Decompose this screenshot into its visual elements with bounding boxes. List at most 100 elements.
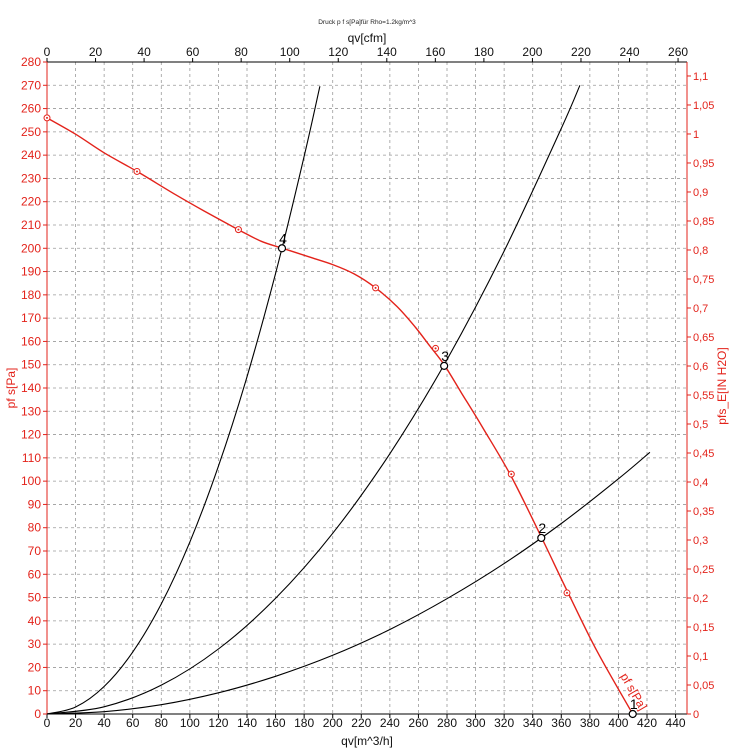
x2-tick-label: 60 bbox=[186, 45, 200, 59]
y-tick-label: 220 bbox=[21, 195, 41, 209]
y-tick-label: 250 bbox=[21, 125, 41, 139]
y-tick-label: 10 bbox=[28, 684, 42, 698]
y-tick-label: 120 bbox=[21, 428, 41, 442]
y-tick-label: 190 bbox=[21, 265, 41, 279]
x2-tick-label: 120 bbox=[328, 45, 348, 59]
y-tick-label: 0 bbox=[34, 707, 41, 721]
operating-point-label: 3 bbox=[441, 348, 449, 364]
operating-point bbox=[440, 361, 449, 370]
x-tick-label: 80 bbox=[155, 716, 169, 730]
x-tick-label: 120 bbox=[208, 716, 228, 730]
x-tick-label: 420 bbox=[637, 716, 657, 730]
left-axis-title: pf s[Pa] bbox=[4, 368, 18, 409]
y-tick-label: 30 bbox=[28, 637, 42, 651]
fan-curve-markers bbox=[43, 114, 571, 597]
system-curve-line bbox=[46, 85, 581, 715]
y2-tick-label: 0 bbox=[693, 709, 699, 721]
y-tick-label: 150 bbox=[21, 358, 41, 372]
x-tick-label: 400 bbox=[608, 716, 628, 730]
y2-tick-label: 0,6 bbox=[693, 361, 708, 373]
y-tick-label: 230 bbox=[21, 171, 41, 185]
x-tick-label: 360 bbox=[551, 716, 571, 730]
y2-tick-label: 0,85 bbox=[693, 216, 714, 228]
operating-points: 1 2 3 4 bbox=[277, 230, 638, 719]
y2-tick-label: 0,5 bbox=[693, 419, 708, 431]
x2-tick-label: 160 bbox=[425, 45, 445, 59]
y-tick-label: 80 bbox=[28, 521, 42, 535]
y-tick-label: 130 bbox=[21, 404, 41, 418]
chart-title: Druck p f s[Pa]für Rho=1.2kg/m^3 bbox=[318, 19, 416, 26]
y-tick-label: 240 bbox=[21, 148, 41, 162]
x-tick-label: 220 bbox=[351, 716, 371, 730]
system-curve-line bbox=[46, 451, 651, 715]
x2-tick-label: 140 bbox=[377, 45, 397, 59]
operating-point-label: 2 bbox=[538, 520, 546, 536]
y2-tick-label: 1 bbox=[693, 129, 699, 141]
y2-tick-label: 0,35 bbox=[693, 506, 714, 518]
x2-tick-label: 20 bbox=[89, 45, 103, 59]
y2-tick-label: 0,2 bbox=[693, 593, 708, 605]
y-tick-label: 170 bbox=[21, 311, 41, 325]
y-tick-label: 100 bbox=[21, 474, 41, 488]
x-tick-label: 160 bbox=[266, 716, 286, 730]
x2-tick-label: 40 bbox=[137, 45, 151, 59]
operating-point-label: 1 bbox=[630, 696, 638, 712]
x-tick-label: 20 bbox=[69, 716, 83, 730]
right-axis-title: pfs_E[IN H2O] bbox=[715, 347, 729, 424]
y-tick-label: 180 bbox=[21, 288, 41, 302]
y-tick-label: 60 bbox=[28, 567, 42, 581]
y2-tick-label: 1,1 bbox=[693, 71, 708, 83]
y-tick-label: 210 bbox=[21, 218, 41, 232]
grid bbox=[47, 62, 687, 714]
y-tick-label: 40 bbox=[28, 614, 42, 628]
x-tick-label: 100 bbox=[180, 716, 200, 730]
x-tick-label: 60 bbox=[126, 716, 140, 730]
system-curve-line bbox=[46, 86, 321, 715]
y-tick-label: 160 bbox=[21, 334, 41, 348]
y-tick-label: 200 bbox=[21, 241, 41, 255]
operating-point bbox=[628, 709, 637, 719]
y-tick-label: 90 bbox=[28, 497, 42, 511]
x-tick-label: 280 bbox=[437, 716, 457, 730]
operating-point bbox=[277, 244, 287, 253]
x-tick-label: 440 bbox=[666, 716, 686, 730]
y2-tick-label: 0,65 bbox=[693, 332, 714, 344]
x2-tick-label: 180 bbox=[474, 45, 494, 59]
operating-point-label: 4 bbox=[279, 230, 287, 246]
x-tick-label: 240 bbox=[380, 716, 400, 730]
x2-tick-label: 220 bbox=[571, 45, 591, 59]
fan-curve-marker-dot bbox=[434, 347, 437, 350]
x-tick-label: 260 bbox=[408, 716, 428, 730]
y2-tick-label: 0,55 bbox=[693, 390, 714, 402]
y2-tick-label: 0,7 bbox=[693, 303, 708, 315]
y2-tick-label: 0,45 bbox=[693, 448, 714, 460]
top-axis-title: qv[cfm] bbox=[348, 31, 387, 45]
y2-tick-label: 0,25 bbox=[693, 564, 714, 576]
x2-tick-label: 200 bbox=[522, 45, 542, 59]
y-tick-label: 70 bbox=[28, 544, 42, 558]
y-tick-label: 50 bbox=[28, 591, 42, 605]
y2-tick-label: 1,05 bbox=[693, 100, 714, 112]
fan-curve-line bbox=[46, 117, 634, 715]
fan-curve-marker-dot bbox=[566, 591, 568, 594]
bottom-axis-title: qv[m^3/h] bbox=[341, 734, 393, 748]
y2-tick-label: 0,95 bbox=[693, 158, 714, 170]
y-tick-label: 110 bbox=[22, 451, 41, 465]
x2-tick-label: 100 bbox=[280, 45, 300, 59]
fan-curve-marker-dot bbox=[237, 228, 240, 231]
x-tick-label: 380 bbox=[580, 716, 600, 730]
y2-tick-label: 0,15 bbox=[693, 622, 714, 634]
x-tick-label: 340 bbox=[523, 716, 543, 730]
fan-curve-marker-dot bbox=[374, 286, 377, 289]
x2-tick-label: 240 bbox=[620, 45, 640, 59]
x-tick-label: 140 bbox=[237, 716, 257, 730]
y2-tick-label: 0,3 bbox=[693, 535, 708, 547]
x-tick-label: 0 bbox=[44, 716, 51, 730]
x2-tick-label: 0 bbox=[44, 45, 51, 59]
y2-tick-label: 0,4 bbox=[693, 477, 708, 489]
y-tick-label: 270 bbox=[21, 78, 41, 92]
fan-curve-marker-dot bbox=[136, 170, 138, 173]
y2-tick-label: 0,75 bbox=[693, 274, 714, 286]
